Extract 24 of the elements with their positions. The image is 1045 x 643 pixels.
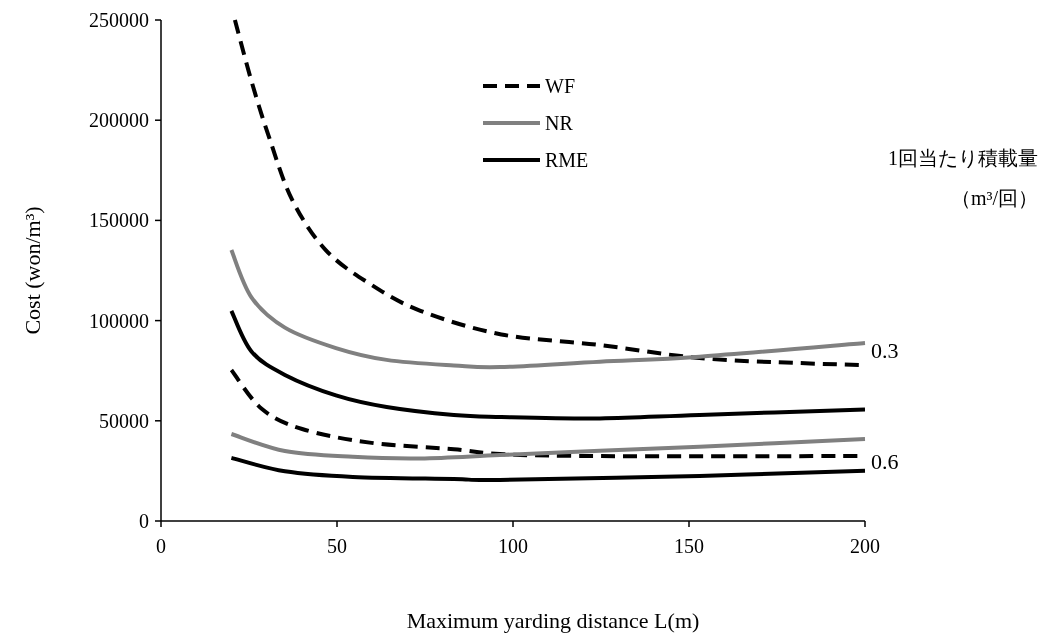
x-axis-title: Maximum yarding distance L(m)	[406, 608, 700, 633]
y-axis-title: Cost (won/m³)	[20, 206, 45, 335]
y-tick-label: 250000	[89, 9, 149, 31]
text: 1回当たり積載量	[888, 147, 1038, 169]
y-tick-label: 50000	[99, 409, 149, 432]
y-tick-label: 150000	[89, 209, 149, 232]
x-tick-label: 150	[674, 535, 704, 557]
legend-label: NR	[545, 112, 574, 134]
line-series	[229, 308, 867, 421]
text: （m³/回）	[950, 187, 1038, 209]
y-tick-label: 0	[139, 510, 149, 532]
line-series	[229, 455, 867, 483]
y-tick-label: 200000	[89, 109, 149, 132]
x-tick-label: 50	[327, 535, 347, 557]
text: 0.6	[871, 449, 899, 474]
x-tick-label: 100	[498, 535, 528, 557]
line-series	[229, 432, 867, 461]
line-series	[229, 248, 867, 370]
text: 0.3	[871, 338, 899, 363]
legend-label: RME	[545, 149, 589, 171]
y-tick-label: 100000	[89, 309, 149, 332]
x-tick-label: 200	[850, 535, 880, 557]
x-tick-label: 0	[156, 535, 166, 557]
legend-label: WF	[545, 75, 575, 97]
